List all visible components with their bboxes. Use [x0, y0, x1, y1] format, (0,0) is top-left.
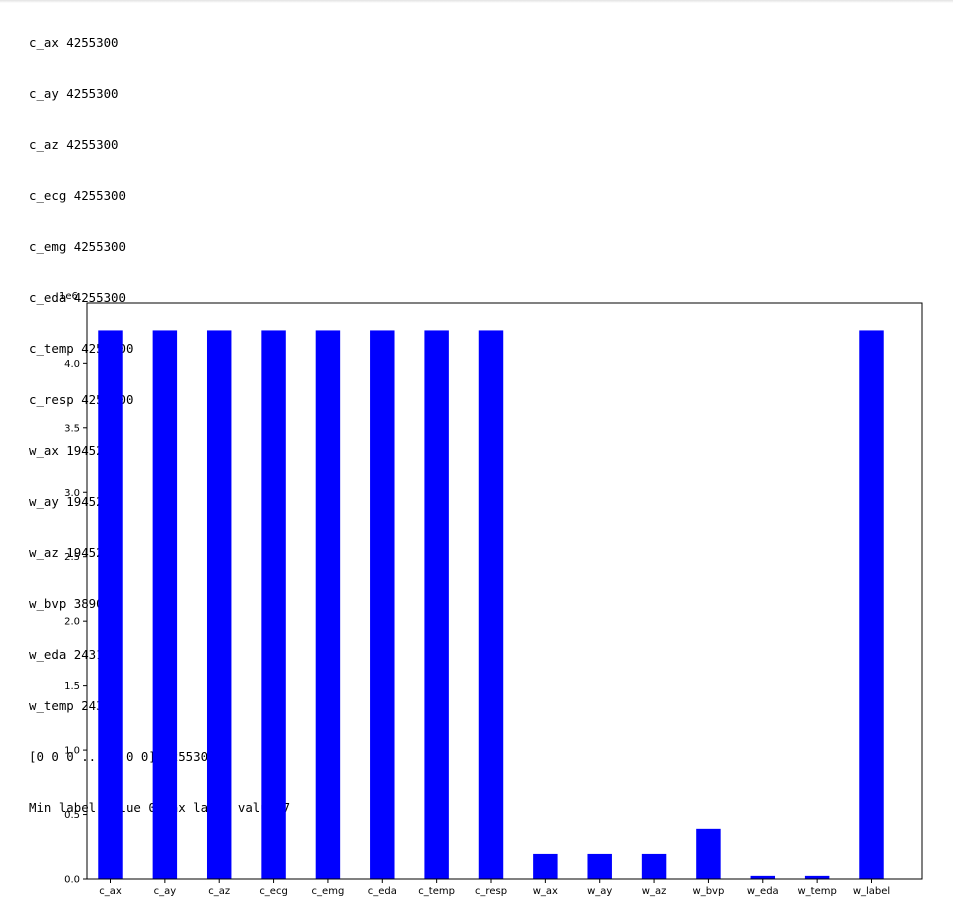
x-tick-label: c_eda [368, 886, 397, 897]
x-tick-label: c_ax [99, 886, 122, 897]
bar-w-bvp [696, 828, 721, 879]
bar-chart: 0.0 0.5 1.0 1.5 2.0 2.5 3.0 3.5 4.0 c_ax c_ay c_az… [59, 291, 923, 897]
y-tick-label: 3.5 [64, 423, 80, 434]
output-line: c_ax 4255300 [29, 35, 119, 50]
bar-w-az [641, 853, 667, 879]
plot-frame [86, 302, 923, 880]
y-axis-offset-label: 1e6 [59, 291, 78, 302]
bars-layer [98, 330, 884, 879]
cell-top-edge [0, 0, 953, 3]
y-tick-label: 4.0 [64, 359, 80, 370]
y-tick-label: 0.0 [64, 875, 80, 886]
bar-c-resp [478, 330, 504, 879]
bar-w-ax [533, 853, 558, 879]
y-tick-label: 3.0 [64, 488, 80, 499]
x-tick-label: w_eda [747, 886, 779, 897]
bar-w-eda [750, 875, 776, 879]
output-line: c_eda 4255300 [29, 290, 126, 305]
x-tick-label: w_ax [533, 886, 558, 897]
x-axis: c_ax c_ay c_az c_ecg c_emg c_eda c_temp c_resp w… [99, 879, 890, 897]
bar-c-ax [98, 330, 123, 879]
x-tick-label: c_ecg [259, 886, 288, 897]
x-tick-label: w_temp [797, 886, 836, 897]
output-line: c_az 4255300 [29, 137, 119, 152]
bar-c-ay [152, 330, 178, 879]
bar-c-eda [370, 330, 395, 879]
x-tick-label: c_az [208, 886, 230, 897]
y-tick-label: 2.5 [64, 552, 80, 563]
y-tick-label: 0.5 [64, 810, 80, 821]
x-tick-label: w_label [853, 886, 890, 897]
bar-w-ay [587, 853, 612, 879]
bar-w-label [859, 330, 884, 879]
x-tick-label: w_az [642, 886, 667, 897]
x-tick-label: w_ay [587, 886, 612, 897]
y-axis: 0.0 0.5 1.0 1.5 2.0 2.5 3.0 3.5 4.0 [64, 359, 87, 886]
output-line: c_emg 4255300 [29, 239, 126, 254]
y-tick-label: 1.0 [64, 746, 80, 757]
x-tick-label: c_ay [154, 886, 177, 897]
x-tick-label: w_bvp [693, 886, 725, 897]
y-tick-label: 2.0 [64, 617, 80, 628]
x-tick-label: c_temp [418, 886, 455, 897]
bar-w-temp [804, 875, 830, 879]
x-tick-label: c_resp [475, 886, 507, 897]
y-tick-label: 1.5 [64, 681, 80, 692]
bar-c-ecg [261, 330, 286, 879]
x-tick-label: c_emg [312, 886, 345, 897]
bar-c-emg [315, 330, 341, 879]
bar-c-az [206, 330, 232, 879]
output-line: c_ecg 4255300 [29, 188, 126, 203]
output-line: c_ay 4255300 [29, 86, 119, 101]
bar-c-temp [424, 330, 449, 879]
